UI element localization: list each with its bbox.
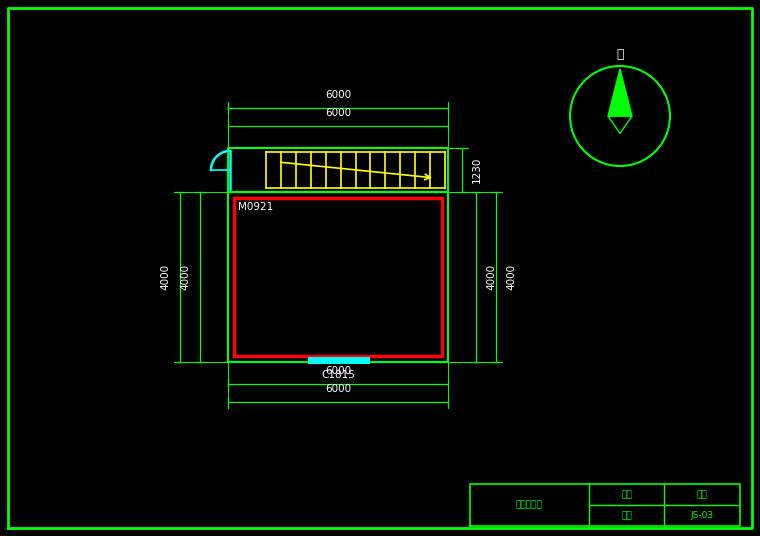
Text: 1230: 1230: [472, 157, 482, 183]
Text: M0921: M0921: [238, 202, 274, 212]
Text: 平面布置图: 平面布置图: [516, 501, 543, 510]
Text: JS-03: JS-03: [691, 511, 714, 520]
Text: 6000: 6000: [325, 384, 351, 394]
Text: 6000: 6000: [325, 90, 351, 100]
Text: C1815: C1815: [321, 370, 355, 380]
Text: 图制: 图制: [621, 490, 632, 499]
Text: 北: 北: [616, 48, 624, 61]
Text: 审核: 审核: [697, 490, 708, 499]
Text: 4000: 4000: [180, 264, 190, 290]
Text: 4000: 4000: [160, 264, 170, 290]
Text: 图号: 图号: [621, 511, 632, 520]
Text: 6000: 6000: [325, 366, 351, 376]
Text: 6000: 6000: [325, 108, 351, 118]
Bar: [234, 198, 442, 356]
Text: 4000: 4000: [486, 264, 496, 290]
Polygon shape: [608, 69, 632, 116]
Text: 4000: 4000: [506, 264, 516, 290]
